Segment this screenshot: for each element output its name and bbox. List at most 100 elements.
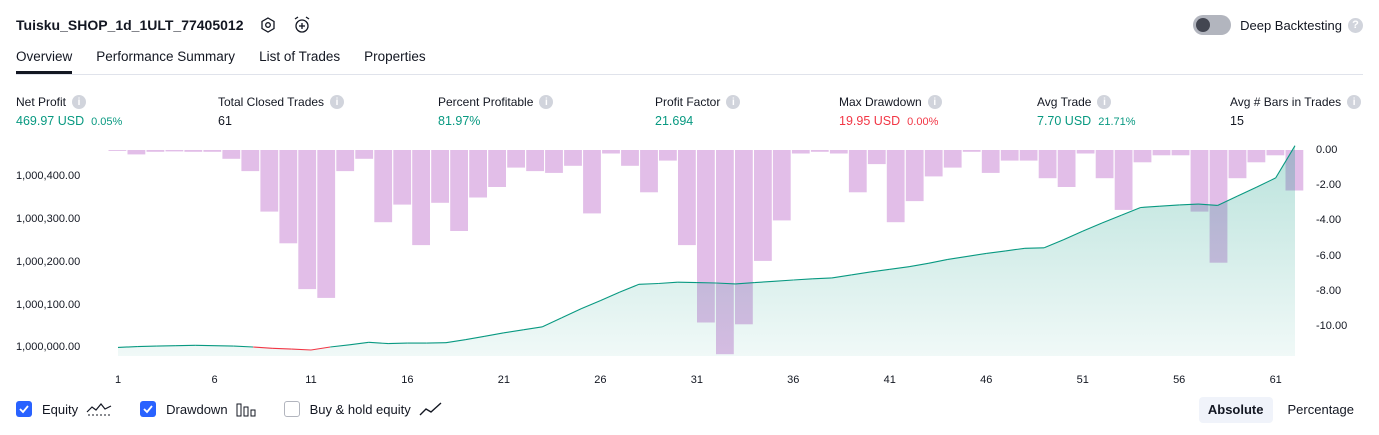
equity-label: Equity (42, 401, 79, 417)
drawdown-bar (1133, 150, 1152, 163)
drawdown-bar (602, 150, 620, 154)
x-axis-tick: 46 (980, 374, 993, 386)
drawdown-bar (241, 150, 260, 172)
info-icon[interactable]: i (72, 95, 87, 109)
drawdown-bar (127, 150, 146, 155)
equity-line-segment (330, 344, 350, 348)
chart-legend: Equity Drawdown Buy & hold equity (16, 401, 471, 417)
drawdown-bar (1000, 150, 1019, 161)
info-icon[interactable]: i (726, 95, 741, 109)
equity-line-segment (947, 255, 968, 260)
y-axis-left-tick: 1,000,200.00 (16, 255, 81, 268)
drawdown-bar (1095, 150, 1114, 179)
equity-line-segment (349, 341, 369, 346)
info-icon[interactable]: i (927, 95, 942, 109)
equity-line-segment (1043, 239, 1064, 249)
drawdown-bar (507, 150, 525, 168)
metric-label: Net Profit (16, 95, 67, 109)
drawdown-bar (791, 150, 810, 154)
drawdown-bar (621, 150, 639, 166)
drawdown-bar (962, 150, 981, 152)
equity-line-segment (503, 329, 524, 334)
drawdown-bar (1019, 150, 1038, 161)
info-icon[interactable]: i (1347, 95, 1362, 109)
metric-value: 15 (1230, 114, 1244, 128)
drawdown-checkbox[interactable] (140, 401, 157, 417)
equity-line-segment (1256, 177, 1276, 188)
drawdown-bar (412, 150, 430, 246)
drawdown-bar (488, 150, 506, 187)
buy-hold-checkbox[interactable] (283, 401, 300, 417)
drawdown-bar (772, 150, 791, 221)
drawdown-bar (469, 150, 487, 198)
equity-line-segment (1063, 230, 1084, 241)
legend-equity[interactable]: Equity (16, 401, 112, 417)
scale-mode-switch: Absolute Percentage (1193, 397, 1363, 423)
drawdown-bar (735, 150, 753, 325)
absolute-button[interactable]: Absolute (1198, 397, 1273, 423)
drawdown-bar (754, 150, 772, 261)
drawdown-bar (697, 150, 715, 323)
drawdown-bar (374, 150, 393, 223)
info-icon[interactable]: i (330, 95, 345, 109)
equity-line-segment (445, 339, 466, 344)
drawdown-bar (146, 150, 165, 152)
metric-avg-trade: Avg Trade i 7.70 USD 21.71% (1037, 94, 1136, 128)
equity-line-segment (889, 266, 910, 270)
equity-line-segment (1024, 247, 1045, 249)
tab-overview[interactable]: Overview (16, 48, 73, 74)
drawdown-bar (431, 150, 449, 203)
metric-label: Percent Profitable (438, 95, 534, 109)
drawdown-bar (545, 150, 563, 173)
metric-percent: 21.71% (1098, 116, 1136, 128)
help-icon[interactable]: ? (1348, 17, 1363, 33)
equity-line-segment (523, 326, 543, 331)
x-axis-tick: 11 (305, 374, 317, 386)
drawdown-bar (165, 150, 184, 152)
x-axis-tick: 41 (883, 374, 896, 386)
metric-percent: 0.05% (91, 116, 123, 128)
equity-line-segment (1121, 206, 1141, 216)
equity-line-segment (1236, 186, 1257, 197)
tab-performance-summary[interactable]: Performance Summary (96, 49, 236, 64)
equity-line-segment (600, 291, 620, 302)
drawdown-bar (1209, 150, 1228, 263)
info-icon[interactable]: i (1097, 95, 1112, 109)
equity-line-segment (253, 346, 273, 349)
toggle-knob (1196, 18, 1211, 32)
drawdown-bar (1266, 150, 1285, 156)
drawdown-bar (1171, 150, 1190, 156)
metric-label: Profit Factor (655, 95, 721, 109)
equity-area-icon (86, 401, 112, 417)
equity-line-segment (1140, 205, 1160, 209)
buy-hold-label: Buy & hold equity (309, 401, 411, 417)
equity-checkbox[interactable] (16, 401, 32, 417)
percentage-button[interactable]: Percentage (1287, 402, 1355, 417)
drawdown-bar (298, 150, 317, 290)
legend-buy-hold[interactable]: Buy & hold equity (283, 401, 443, 417)
equity-line-segment (735, 282, 755, 285)
drawdown-bar (1285, 150, 1304, 191)
metric-percent: 0.00% (907, 116, 939, 128)
report-tabs: Overview Performance Summary List of Tra… (16, 48, 1363, 75)
x-axis-tick: 16 (401, 374, 414, 386)
alarm-clock-add-icon[interactable] (292, 15, 312, 35)
drawdown-bar (886, 150, 905, 223)
drawdown-bar (848, 150, 867, 193)
strategy-title: Tuisku_SHOP_1d_1ULT_77405012 (16, 17, 244, 33)
x-axis-tick: 1 (114, 374, 122, 386)
equity-line-segment (638, 282, 659, 285)
equity-line-segment (1179, 203, 1199, 206)
metric-total-closed-trades: Total Closed Trades i 61 (218, 94, 345, 128)
legend-drawdown[interactable]: Drawdown (140, 401, 256, 417)
drawdown-bar (1038, 150, 1057, 179)
info-icon[interactable]: i (539, 95, 554, 109)
drawdown-bar (943, 150, 962, 168)
drawdown-bar (1076, 150, 1095, 154)
settings-icon[interactable] (258, 15, 278, 35)
tab-list-of-trades[interactable]: List of Trades (259, 49, 341, 64)
equity-line-segment (233, 345, 254, 348)
deep-backtesting-toggle[interactable] (1193, 15, 1232, 35)
tab-properties[interactable]: Properties (364, 49, 426, 64)
y-axis-right-tick: -8.00 (1316, 284, 1342, 297)
